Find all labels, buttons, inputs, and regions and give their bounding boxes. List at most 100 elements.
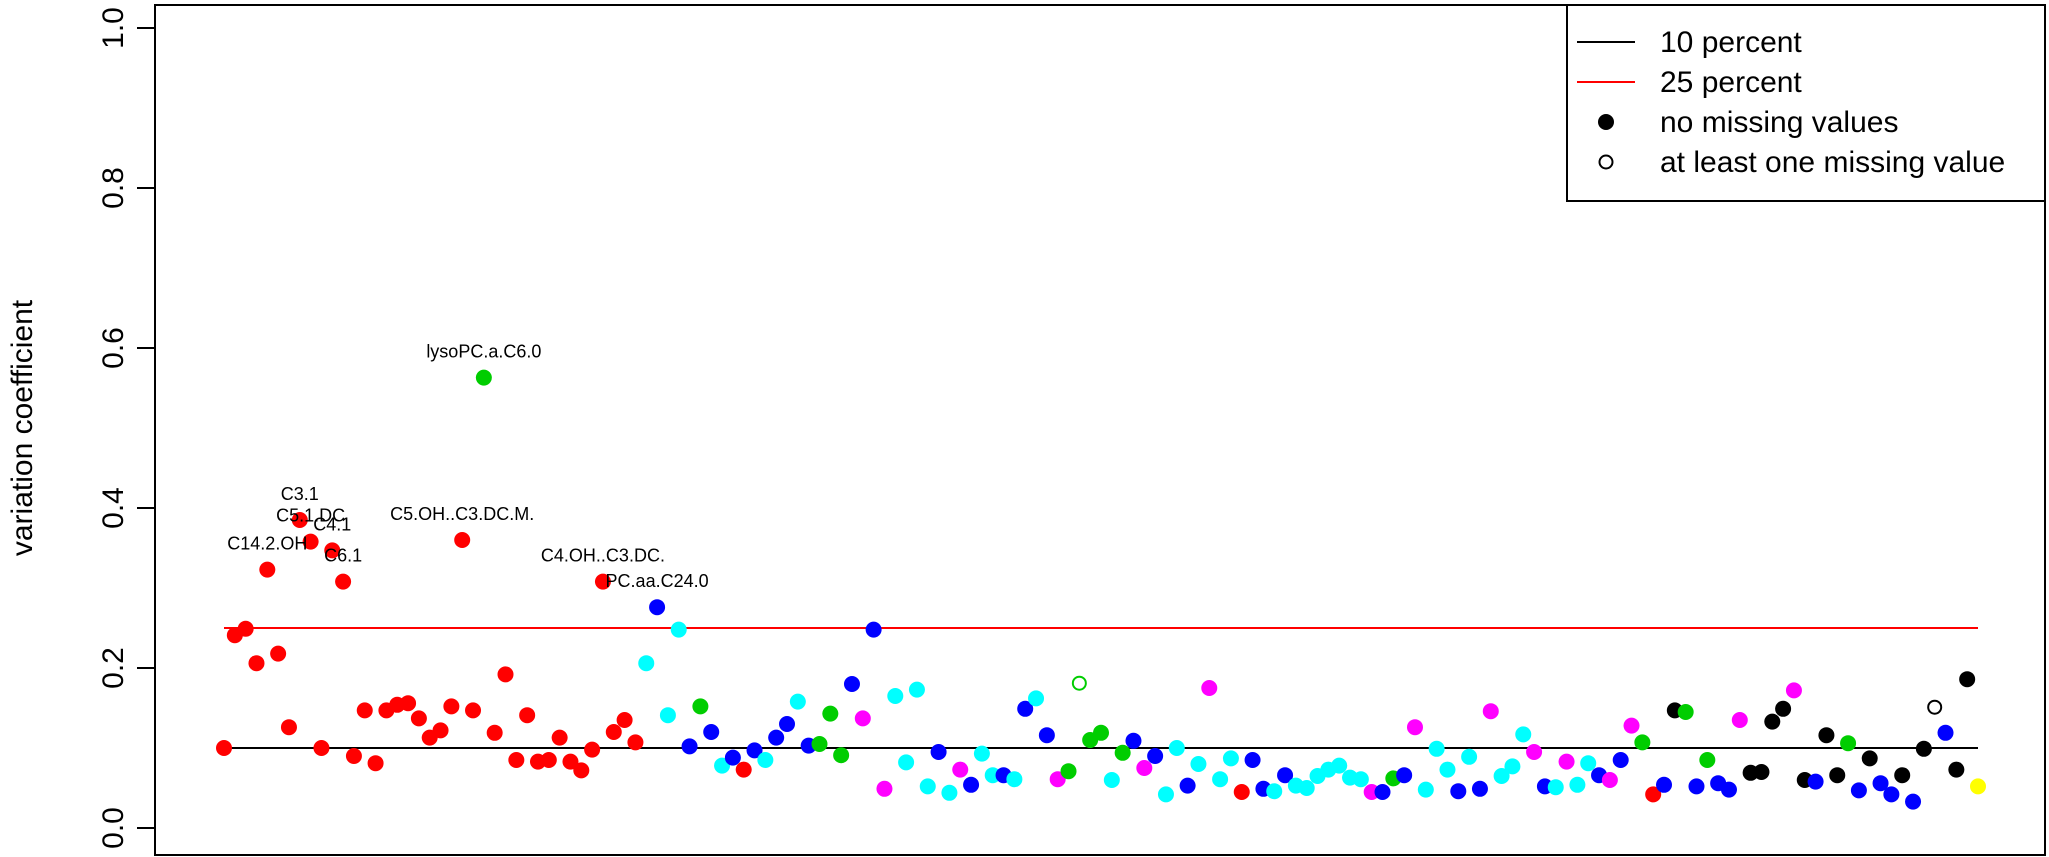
data-point [1103,772,1120,788]
data-point [1970,778,1986,795]
data-point [1840,735,1857,752]
data-point [1374,784,1391,800]
data-point [1190,756,1207,772]
data-point [724,749,741,766]
data-point [216,740,232,756]
data-point [681,738,698,755]
legend-frame [1566,4,2046,202]
y-tick-label: 0.6 [97,327,130,369]
data-point [952,761,969,778]
data-point [454,532,471,548]
data-point [486,724,503,741]
data-point [1731,712,1748,728]
point-label: C3.1 [281,484,319,504]
data-point [1147,748,1164,764]
data-point [941,784,958,801]
data-point [670,621,687,638]
point-label: C14.2.OH [227,534,307,554]
point-label: C4.1 [313,514,351,534]
y-tick-label: 0.2 [97,647,130,689]
legend-label: 10 percent [1660,26,1802,59]
data-point [1558,753,1575,770]
data-point [1266,783,1283,800]
legend-label: 25 percent [1660,66,1802,99]
data-point [1872,775,1889,792]
data-point [1439,761,1456,778]
data-point [519,707,536,724]
data-point [649,599,666,616]
data-point [1277,767,1294,784]
point-label: C6.1 [324,546,362,566]
data-point [237,620,254,637]
data-point [1093,724,1109,741]
data-point [324,542,341,559]
data-point [1526,744,1543,760]
legend-label: no missing values [1660,106,1898,139]
data-point [248,655,265,672]
data-point [1927,699,1943,715]
data-point [1775,700,1792,717]
data-point [1883,786,1900,803]
y-tick-label: 0.0 [97,807,130,849]
data-point [562,753,579,770]
data-point [1861,750,1878,767]
y-tick-label: 0.4 [97,487,130,529]
data-point [1038,727,1055,744]
data-point [1850,782,1867,799]
data-point [1688,778,1705,795]
data-point [1179,777,1196,794]
data-point [1396,767,1413,784]
data-point [1634,734,1651,751]
data-point [811,736,828,752]
data-point [1482,703,1499,720]
data-point [443,698,460,715]
legend-label: at least one missing value [1660,146,2005,179]
data-point [843,676,860,692]
data-point [1905,793,1922,810]
data-point [1298,780,1315,796]
data-point [1829,767,1846,784]
data-point [1645,786,1662,803]
data-point [1504,758,1521,775]
point-label: C5.1.DC [276,506,345,526]
data-point [1785,682,1802,699]
data-point [1417,781,1434,798]
data-point [302,533,319,550]
data-point [703,724,720,740]
data-point [973,745,990,762]
point-label: PC.aa.C24.0 [606,571,709,591]
data-point [1937,724,1954,741]
data-point [1894,767,1911,784]
data-point [1656,776,1673,793]
data-point [1168,740,1185,756]
data-point [1060,763,1077,780]
data-point [508,752,525,768]
data-point [291,512,308,528]
data-point [1244,752,1261,768]
data-point [833,747,850,764]
data-point [497,666,514,683]
data-point [757,752,774,768]
data-point [1493,768,1510,784]
data-point [638,655,655,672]
data-point [345,748,362,764]
data-point [1006,771,1023,788]
data-point [1028,690,1045,707]
data-point [410,710,427,727]
data-point [1915,740,1932,757]
data-point [1071,675,1087,691]
data-point [584,741,601,758]
data-point [1720,781,1737,798]
data-point [432,722,449,739]
data-point [1677,704,1694,720]
data-points [216,369,1986,810]
data-point [1157,786,1174,803]
data-point [865,621,882,638]
data-point [779,716,796,732]
data-point [465,702,482,719]
plot-frame [154,4,2046,856]
point-label: C4.OH..C3.DC. [541,546,665,566]
data-point [356,702,373,719]
data-point [692,698,709,715]
